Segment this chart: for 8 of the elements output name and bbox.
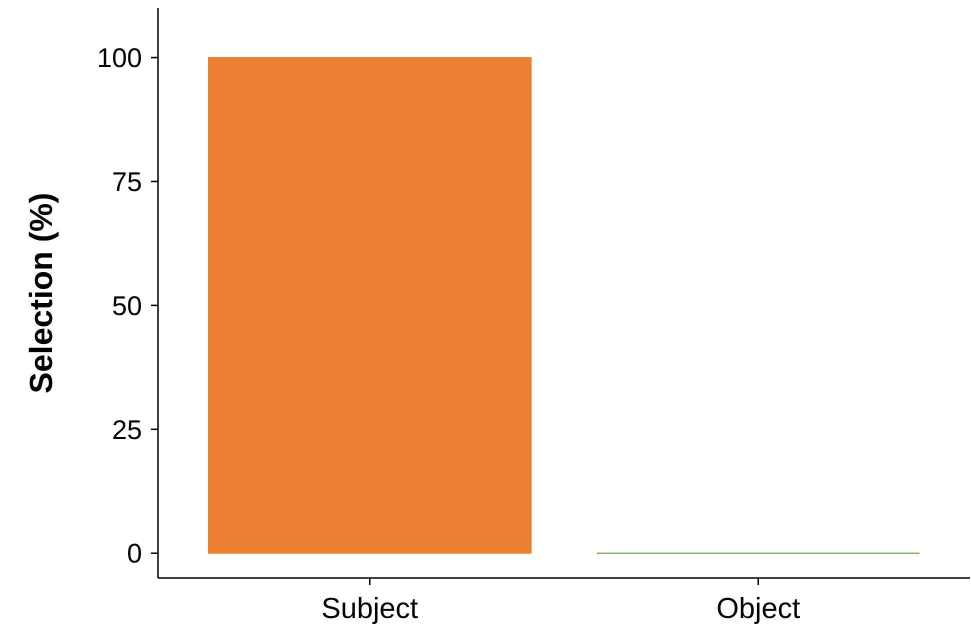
y-tick-label: 75 <box>112 166 142 197</box>
x-tick-label: Object <box>716 593 800 625</box>
x-tick-label: Subject <box>321 593 418 625</box>
y-tick-label: 25 <box>112 414 142 445</box>
y-tick-label: 100 <box>96 43 142 74</box>
y-tick-label: 0 <box>126 538 142 569</box>
y-tick-label: 50 <box>112 290 142 321</box>
y-axis-title: Selection (%) <box>23 192 59 394</box>
